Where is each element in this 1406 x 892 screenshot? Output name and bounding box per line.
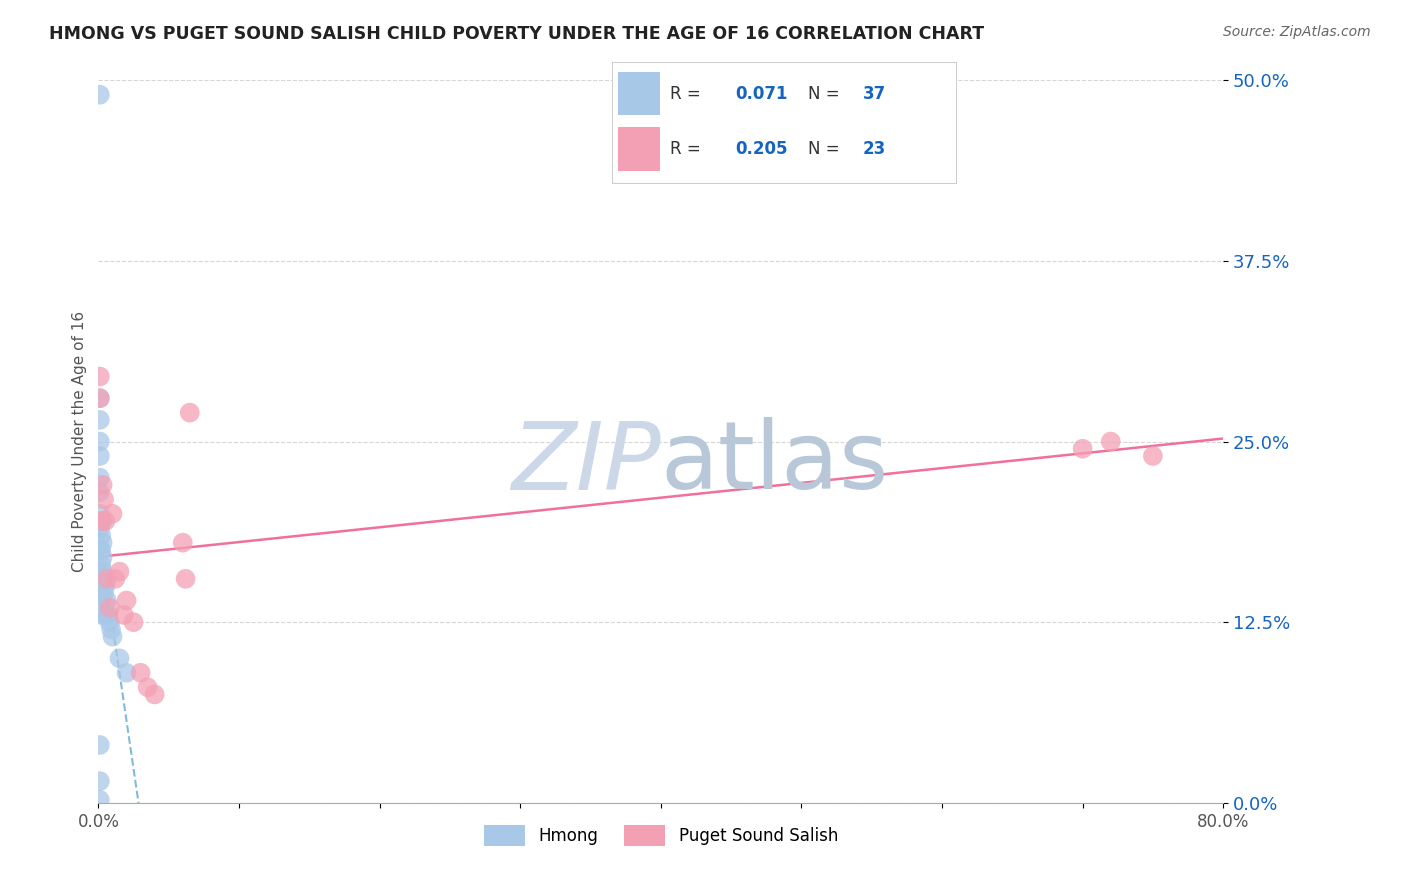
Bar [619, 72, 659, 115]
Point [93, 586, 115, 600]
Text: 0.205: 0.205 [735, 140, 789, 158]
Point [89, 793, 111, 807]
Point [91, 565, 114, 579]
Point [89, 774, 111, 789]
Point [89, 507, 111, 521]
Point [90, 542, 112, 557]
Point [94, 514, 117, 528]
Text: HMONG VS PUGET SOUND SALISH CHILD POVERTY UNDER THE AGE OF 16 CORRELATION CHART: HMONG VS PUGET SOUND SALISH CHILD POVERT… [49, 25, 984, 43]
Point [104, 572, 127, 586]
Point [89, 542, 111, 557]
Point [96, 593, 118, 607]
Text: 37: 37 [863, 85, 886, 103]
Point [89, 485, 111, 500]
Y-axis label: Child Poverty Under the Age of 16: Child Poverty Under the Age of 16 [72, 311, 87, 572]
Point [90, 593, 112, 607]
Point [112, 607, 135, 622]
Point [108, 565, 131, 579]
Point [89, 565, 111, 579]
Legend: Hmong, Puget Sound Salish: Hmong, Puget Sound Salish [477, 819, 845, 852]
Point [1099, 434, 1122, 449]
Point [89, 586, 111, 600]
Point [89, 413, 111, 427]
Point [90, 528, 112, 542]
Point [115, 593, 138, 607]
Point [90, 514, 112, 528]
Point [89, 369, 111, 384]
Point [98, 600, 121, 615]
Point [129, 665, 152, 680]
Point [122, 615, 145, 630]
Point [93, 492, 115, 507]
Text: 23: 23 [863, 140, 886, 158]
Point [100, 623, 122, 637]
Point [101, 507, 124, 521]
Point [172, 535, 194, 549]
Point [94, 607, 117, 622]
Text: R =: R = [671, 85, 706, 103]
Point [90, 572, 112, 586]
Point [136, 680, 159, 694]
Point [179, 406, 201, 420]
Point [93, 572, 115, 586]
Text: 0.071: 0.071 [735, 85, 789, 103]
Point [89, 470, 111, 484]
Text: R =: R = [671, 140, 706, 158]
Point [89, 449, 111, 463]
Point [91, 514, 114, 528]
Text: N =: N = [808, 140, 845, 158]
Point [89, 391, 111, 405]
Point [91, 478, 114, 492]
Point [90, 607, 112, 622]
Text: ZIP: ZIP [512, 417, 661, 508]
Point [174, 572, 197, 586]
Point [98, 615, 121, 630]
Text: N =: N = [808, 85, 845, 103]
Text: Source: ZipAtlas.com: Source: ZipAtlas.com [1223, 25, 1371, 39]
Point [91, 535, 114, 549]
Point [115, 665, 138, 680]
Point [101, 630, 124, 644]
Point [89, 521, 111, 535]
Bar [619, 128, 659, 171]
Point [143, 687, 166, 701]
Point [94, 579, 117, 593]
Point [97, 607, 120, 622]
Point [89, 434, 111, 449]
Point [90, 558, 112, 572]
Point [1071, 442, 1094, 456]
Point [1142, 449, 1164, 463]
Point [89, 738, 111, 752]
Point [108, 651, 131, 665]
Text: atlas: atlas [661, 417, 889, 509]
Point [89, 514, 111, 528]
Point [96, 572, 118, 586]
Point [89, 391, 111, 405]
Point [89, 87, 111, 102]
Point [91, 550, 114, 565]
